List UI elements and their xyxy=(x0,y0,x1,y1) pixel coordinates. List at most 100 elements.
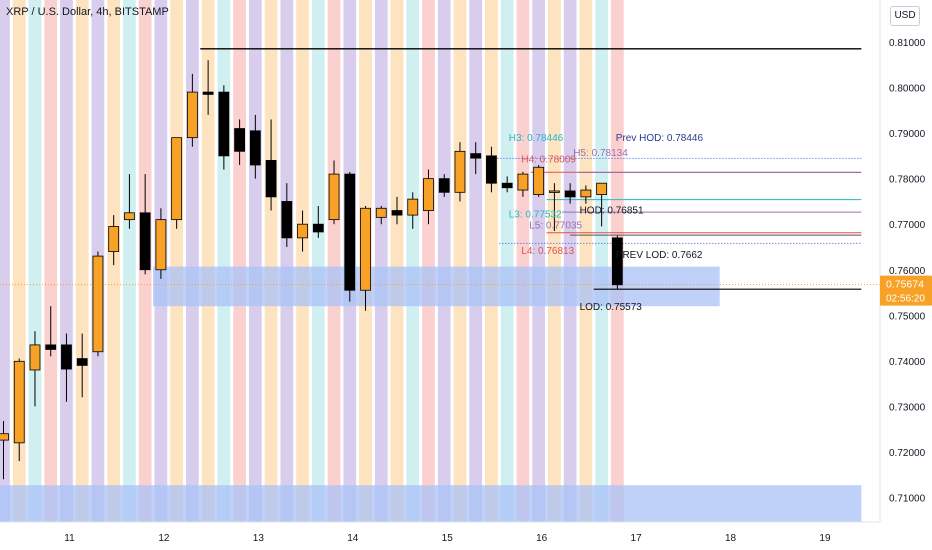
candle-body xyxy=(171,137,183,221)
session-band xyxy=(390,0,404,522)
candle xyxy=(564,183,576,204)
session-band xyxy=(453,0,467,522)
session-band xyxy=(123,0,136,522)
countdown-value: 02:56:20 xyxy=(886,294,925,305)
candle-body xyxy=(344,173,356,291)
candle xyxy=(375,205,387,225)
candle-body xyxy=(155,219,167,271)
candle-body xyxy=(76,358,88,366)
level-label: H4: 0.78009 xyxy=(521,155,576,166)
candle xyxy=(13,358,25,462)
session-band xyxy=(0,0,10,522)
candle xyxy=(92,251,104,357)
candle xyxy=(61,333,72,402)
session-band xyxy=(422,0,435,522)
candle xyxy=(407,192,419,229)
demand-zones xyxy=(0,266,862,523)
price-tick-label: 0.74000 xyxy=(889,357,926,368)
session-band xyxy=(374,0,388,522)
candle-body xyxy=(423,178,434,211)
candle xyxy=(29,331,41,407)
session-band xyxy=(233,0,246,522)
level-label: H5: 0.78134 xyxy=(573,148,628,159)
price-tick-label: 0.78000 xyxy=(889,175,926,186)
candle xyxy=(533,164,545,197)
session-band xyxy=(548,0,561,522)
candle-body xyxy=(0,433,9,441)
candle-body xyxy=(438,178,450,193)
session-band xyxy=(437,0,451,522)
candle xyxy=(297,210,308,252)
candle xyxy=(470,142,482,175)
candle xyxy=(139,174,151,275)
session-band xyxy=(563,0,577,522)
level-label: L5: 0.77035 xyxy=(529,220,582,231)
session-band xyxy=(516,0,530,522)
candle xyxy=(312,205,324,238)
level-label: HOD: 0.76851 xyxy=(580,206,644,217)
level-label: L4: 0.76813 xyxy=(521,246,574,257)
candle-body xyxy=(564,190,576,198)
time-tick-label: 16 xyxy=(536,533,548,544)
candle-body xyxy=(533,166,545,195)
candles xyxy=(0,60,623,480)
session-band xyxy=(170,0,184,522)
candle-body xyxy=(596,182,608,195)
time-axis[interactable]: 11 12 13 14 15 16 17 18 19 xyxy=(0,521,932,550)
candle-body xyxy=(328,173,340,221)
price-tick-label: 0.81000 xyxy=(889,38,926,49)
candle-body xyxy=(470,153,482,159)
candle xyxy=(124,174,135,229)
candle-body xyxy=(92,255,104,353)
candle-body xyxy=(611,237,623,286)
time-tick-label: 12 xyxy=(158,533,170,544)
candle xyxy=(0,420,9,480)
price-axis-bg xyxy=(880,0,932,550)
time-tick-label: 15 xyxy=(442,533,454,544)
candle-body xyxy=(580,189,592,198)
candle xyxy=(438,174,450,197)
session-band xyxy=(469,0,483,522)
candle xyxy=(517,171,529,197)
time-tick-label: 19 xyxy=(819,533,831,544)
session-band xyxy=(500,0,514,522)
session-band xyxy=(595,0,608,522)
currency-button[interactable]: USD xyxy=(890,6,920,26)
candle xyxy=(486,146,497,193)
time-tick-label: 11 xyxy=(64,533,75,544)
current-price-tag: 0.75674 02:56:20 xyxy=(880,275,932,306)
time-tick-label: 13 xyxy=(253,533,265,544)
session-band xyxy=(327,0,341,522)
current-price-badge xyxy=(880,275,932,306)
session-band xyxy=(264,0,278,522)
level-label: L3: 0.77532 xyxy=(509,209,562,220)
candle xyxy=(281,183,293,247)
price-tick-label: 0.76000 xyxy=(889,266,926,277)
candle xyxy=(580,185,592,204)
candle-body xyxy=(29,344,41,371)
candle xyxy=(344,171,356,302)
session-band xyxy=(75,0,89,522)
candle xyxy=(76,333,88,398)
candle xyxy=(611,235,623,290)
candle xyxy=(265,119,277,211)
price-tick-label: 0.71000 xyxy=(889,494,926,505)
price-tick-label: 0.79000 xyxy=(889,129,926,140)
time-axis-bg xyxy=(0,522,932,550)
candle xyxy=(218,85,230,170)
session-band xyxy=(44,0,58,522)
session-band xyxy=(280,0,294,522)
candle-body xyxy=(202,91,214,95)
candle xyxy=(249,114,261,179)
demand-zone xyxy=(0,485,862,523)
candle-body xyxy=(124,212,135,221)
price-axis[interactable]: 0.81000 0.80000 0.79000 0.78000 0.77000 0.760… xyxy=(879,0,932,550)
candle xyxy=(155,208,167,279)
candle-body xyxy=(234,128,246,152)
candle-body xyxy=(218,91,230,157)
current-price-value: 0.75674 xyxy=(886,279,924,291)
price-tick-label: 0.77000 xyxy=(889,220,926,231)
candle-body xyxy=(139,212,151,271)
